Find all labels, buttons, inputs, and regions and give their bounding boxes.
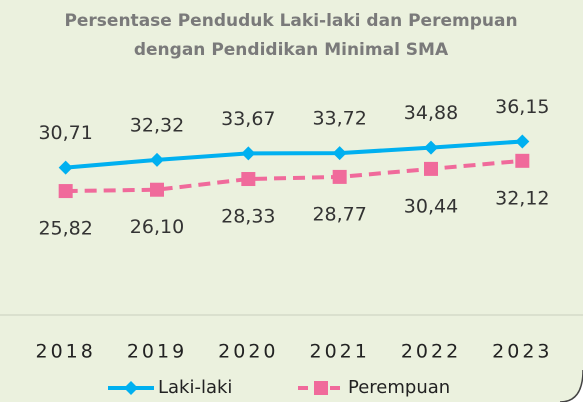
- x-tick-label: 2020: [218, 341, 278, 363]
- data-point: [515, 153, 530, 168]
- data-label: 34,88: [404, 102, 458, 124]
- data-point: [424, 140, 438, 155]
- data-point: [241, 172, 256, 187]
- x-tick-label: 2023: [492, 341, 552, 363]
- legend-label: Perempuan: [348, 377, 450, 398]
- legend-marker: [124, 381, 138, 395]
- x-tick-label: 2021: [309, 341, 369, 363]
- data-label: 33,67: [221, 108, 275, 130]
- chart-title: Persentase Penduduk Laki-laki dan Peremp…: [64, 11, 517, 31]
- x-tick-label: 2022: [401, 341, 461, 363]
- data-label: 25,82: [38, 218, 92, 240]
- data-point: [424, 161, 438, 176]
- data-label: 32,12: [495, 187, 549, 209]
- chart-title: dengan Pendidikan Minimal SMA: [134, 40, 449, 60]
- data-point: [150, 182, 164, 197]
- data-label: 28,33: [221, 206, 275, 228]
- series-line: [65, 158, 523, 194]
- data-label: 30,71: [38, 122, 92, 144]
- data-point: [241, 146, 256, 161]
- data-point: [332, 146, 347, 161]
- data-point: [332, 169, 347, 184]
- data-label: 28,77: [312, 203, 366, 225]
- data-point: [58, 160, 73, 175]
- series-line: [65, 139, 523, 170]
- data-point: [58, 184, 73, 199]
- x-tick-label: 2019: [127, 341, 187, 363]
- data-label: 36,15: [495, 96, 549, 118]
- data-point: [515, 134, 530, 149]
- legend-label: Laki-laki: [158, 377, 232, 398]
- data-point: [150, 152, 164, 167]
- data-label: 30,44: [404, 195, 458, 217]
- x-tick-label: 2018: [35, 341, 95, 363]
- data-label: 32,32: [130, 114, 184, 136]
- data-label: 33,72: [312, 108, 366, 130]
- legend-marker: [314, 381, 328, 395]
- data-label: 26,10: [130, 216, 184, 238]
